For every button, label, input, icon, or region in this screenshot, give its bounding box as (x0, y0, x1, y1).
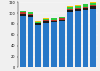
Bar (75, 5, 81, 6)
Bar (67, 9, 73, 10)
Bar (20, 12, 26, 14)
Bar (51, 22, 57, 67)
Bar (43, 21, 49, 23)
Bar (36, 23, 41, 25)
Bar (59, 20, 65, 21)
Bar (51, 20, 57, 21)
Bar (36, 25, 41, 67)
Bar (90, 6, 96, 9)
Bar (82, 10, 88, 67)
Bar (43, 20, 49, 21)
Bar (82, 4, 88, 7)
Bar (20, 11, 26, 12)
Bar (36, 21, 41, 22)
Bar (28, 14, 34, 15)
Bar (43, 19, 49, 20)
Bar (82, 7, 88, 8)
Bar (36, 22, 41, 23)
Bar (20, 14, 26, 16)
Bar (67, 12, 73, 67)
Bar (90, 9, 96, 67)
Bar (59, 17, 65, 18)
Bar (75, 6, 81, 8)
Bar (43, 23, 49, 67)
Bar (90, 2, 96, 3)
Bar (75, 8, 81, 9)
Bar (90, 3, 96, 5)
Bar (59, 21, 65, 67)
Bar (67, 6, 73, 7)
Bar (67, 10, 73, 12)
Bar (51, 21, 57, 22)
Bar (28, 12, 34, 14)
Bar (28, 17, 34, 67)
Bar (43, 18, 49, 19)
Bar (75, 11, 81, 67)
Bar (28, 15, 34, 17)
Bar (59, 18, 65, 20)
Bar (75, 9, 81, 11)
Bar (82, 8, 88, 10)
Bar (51, 18, 57, 20)
Bar (90, 5, 96, 6)
Bar (67, 7, 73, 9)
Bar (20, 16, 26, 67)
